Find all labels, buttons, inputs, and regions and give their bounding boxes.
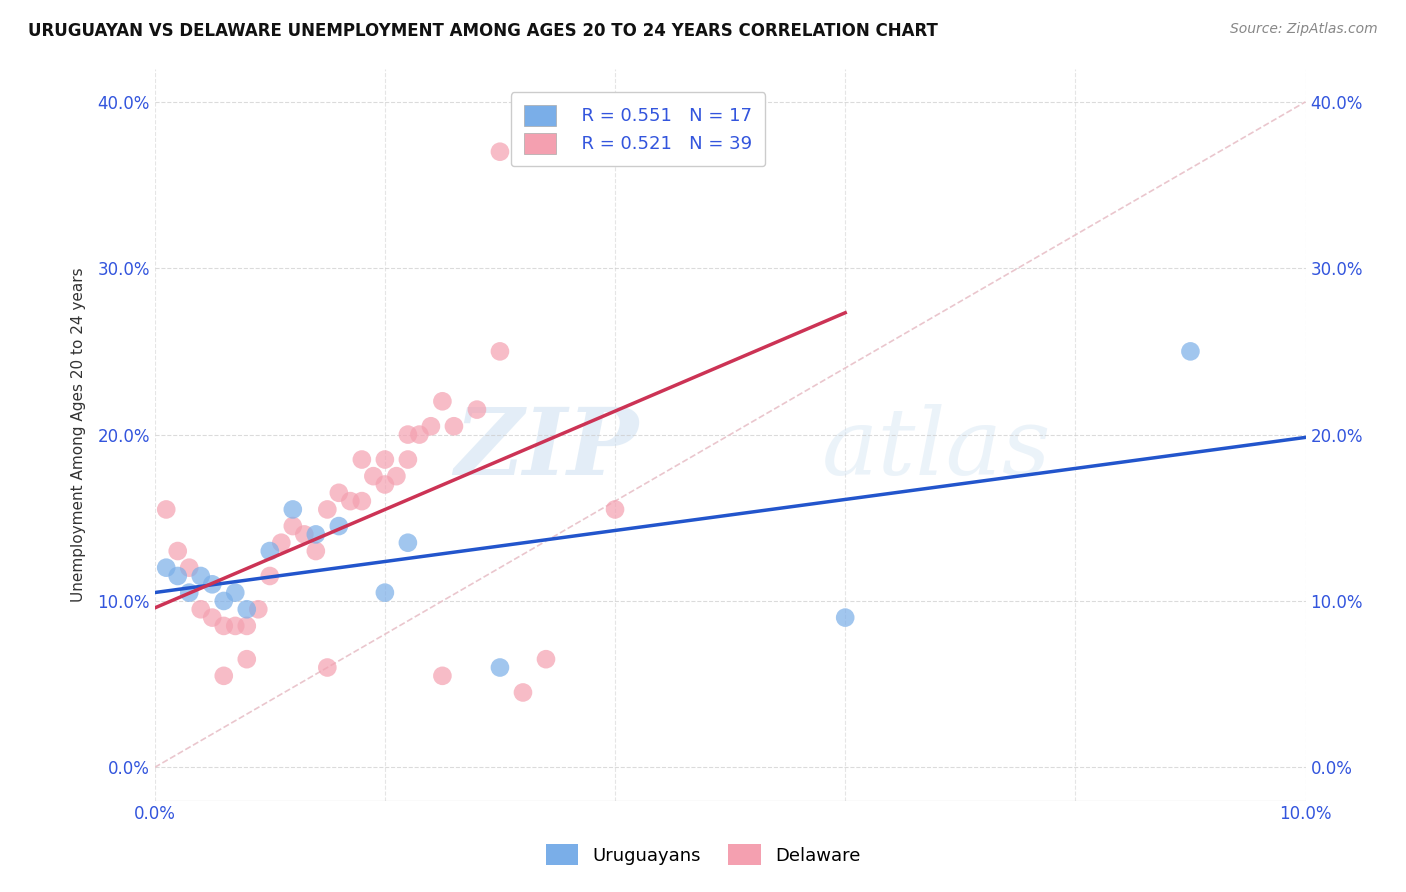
Point (489, 145, 512, 159)
Point (305, 544, 328, 558)
Point (408, 427, 430, 442)
Point (328, 485, 350, 500)
Point (247, 602, 270, 616)
Point (396, 535, 419, 549)
Point (259, 569, 281, 583)
Point (166, 544, 188, 558)
Point (385, 469, 408, 483)
Point (179, 560, 201, 574)
Point (236, 652, 259, 666)
Text: URUGUAYAN VS DELAWARE UNEMPLOYMENT AMONG AGES 20 TO 24 YEARS CORRELATION CHART: URUGUAYAN VS DELAWARE UNEMPLOYMENT AMONG… (28, 22, 938, 40)
Point (534, 652, 557, 666)
Point (190, 602, 212, 616)
Point (374, 585, 396, 599)
Point (292, 527, 315, 541)
Point (350, 494, 373, 508)
Point (190, 569, 212, 583)
Point (489, 344, 512, 359)
Point (465, 402, 488, 417)
Point (212, 594, 235, 608)
Point (155, 502, 177, 516)
Point (179, 585, 201, 599)
Text: Source: ZipAtlas.com: Source: ZipAtlas.com (1230, 22, 1378, 37)
Point (350, 452, 373, 467)
Point (432, 394, 454, 409)
Point (396, 427, 419, 442)
Point (281, 502, 304, 516)
Point (603, 502, 626, 516)
Point (316, 660, 339, 674)
Point (419, 419, 441, 434)
Point (396, 452, 419, 467)
Point (374, 477, 396, 491)
Point (443, 419, 465, 434)
Point (316, 502, 339, 516)
Y-axis label: Unemployment Among Ages 20 to 24 years: Unemployment Among Ages 20 to 24 years (72, 268, 86, 602)
Point (201, 610, 224, 624)
Point (489, 660, 512, 674)
Point (259, 544, 281, 558)
Point (224, 619, 246, 633)
Legend: Uruguayans, Delaware: Uruguayans, Delaware (537, 835, 869, 874)
Point (281, 519, 304, 533)
Point (432, 669, 454, 683)
Point (328, 519, 350, 533)
Point (512, 685, 534, 699)
Point (155, 560, 177, 574)
Point (212, 669, 235, 683)
Point (236, 602, 259, 616)
Text: atlas: atlas (823, 404, 1052, 494)
Point (236, 619, 259, 633)
Point (834, 610, 856, 624)
Point (363, 469, 385, 483)
Point (201, 577, 224, 591)
Point (270, 535, 292, 549)
Point (212, 619, 235, 633)
Text: ZIP: ZIP (454, 404, 638, 494)
Point (166, 569, 188, 583)
Point (339, 494, 361, 508)
Point (305, 527, 328, 541)
Legend:   R = 0.551   N = 17,   R = 0.521   N = 39: R = 0.551 N = 17, R = 0.521 N = 39 (510, 92, 765, 167)
Point (224, 585, 246, 599)
Point (374, 452, 396, 467)
Point (1180, 344, 1202, 359)
